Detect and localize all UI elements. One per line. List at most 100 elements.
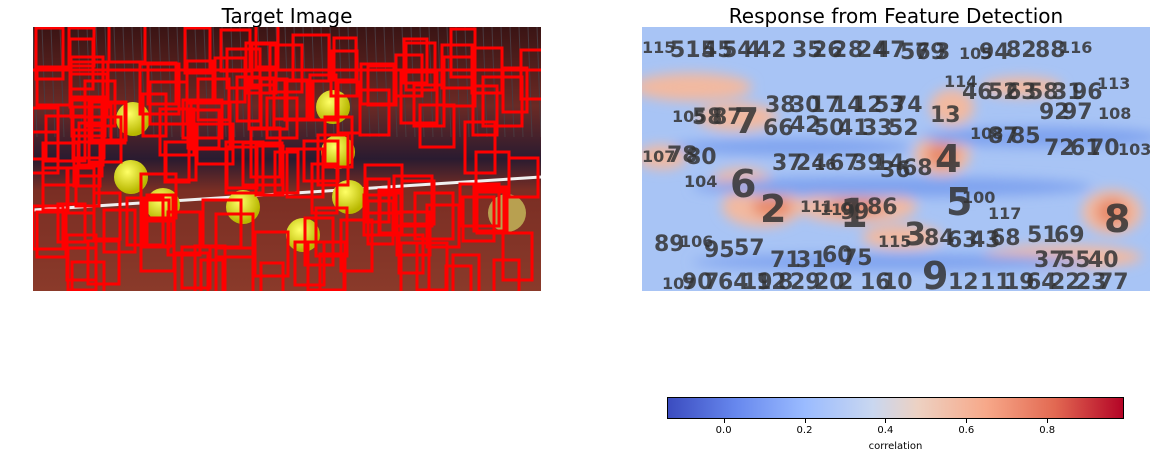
detection-index-label: 5 — [946, 180, 972, 224]
detection-index-label: 52 — [888, 116, 919, 141]
detection-box — [235, 75, 262, 123]
detection-box — [501, 231, 534, 282]
detection-index-label: 19 — [742, 270, 773, 291]
detection-index-label: 50 — [814, 116, 845, 141]
detection-box — [158, 107, 196, 157]
detection-index-label: 6 — [730, 162, 756, 206]
detection-index-label: 55 — [1060, 248, 1091, 273]
colorbar-label: correlation — [868, 441, 923, 452]
detection-index-label: 29 — [790, 270, 821, 291]
detection-box — [180, 245, 212, 290]
detection-index-label: 12 — [948, 270, 979, 291]
colorbar-tick-label: 0.4 — [877, 425, 894, 436]
detection-index-label: 2 — [832, 38, 847, 63]
detection-box — [224, 140, 265, 195]
tennis-ball-icon — [114, 160, 148, 194]
detection-index-label: 66 — [763, 116, 794, 141]
colorbar-tick-label: 0.8 — [1039, 425, 1056, 436]
detection-index-label: 105 — [959, 44, 992, 63]
detection-box — [399, 70, 439, 125]
detection-index-label: 90 — [682, 270, 713, 291]
detection-index-label: 89 — [654, 232, 685, 257]
detection-index-label: 70 — [1089, 136, 1120, 161]
detection-box — [189, 101, 232, 151]
detection-index-label: 63 — [1006, 80, 1037, 105]
detection-box — [201, 198, 243, 249]
detection-index-label: 52 — [988, 80, 1019, 105]
detection-index-label: 97 — [1062, 100, 1093, 125]
detection-index-label: 77 — [1098, 270, 1129, 291]
detection-box — [34, 27, 65, 81]
detection-index-label: 75 — [842, 246, 873, 271]
detection-box — [265, 96, 299, 140]
detection-index-label: 60 — [822, 243, 853, 268]
detection-index-label: 4 — [935, 137, 961, 181]
detection-index-label: 64 — [718, 270, 749, 291]
detection-index-label: 54 — [722, 38, 753, 63]
detection-box — [65, 166, 96, 215]
detection-box — [397, 233, 425, 275]
detection-index-label: 47 — [875, 38, 906, 63]
detection-box — [339, 218, 374, 273]
detection-index-label: 42 — [756, 38, 787, 63]
colorbar-ticks: 0.0 0.2 0.4 0.6 0.8 — [667, 419, 1124, 439]
detection-box — [254, 144, 285, 197]
detection-index-label: 24 — [857, 38, 888, 63]
detection-index-label: 105 — [672, 107, 705, 126]
detection-index-label: 107 — [662, 274, 695, 291]
colorbar-tick — [1047, 419, 1049, 423]
detection-index-label: 40 — [1088, 248, 1119, 273]
detection-index-label: 9 — [922, 254, 948, 291]
detection-box — [44, 114, 87, 163]
detection-index-label: 37 — [1034, 248, 1065, 273]
detection-box — [33, 204, 65, 251]
detection-index-label: 10 — [882, 270, 913, 291]
detection-index-label: 19 — [1004, 270, 1035, 291]
detection-box — [213, 56, 247, 104]
detection-index-label: 20 — [814, 270, 845, 291]
detection-box — [474, 150, 511, 194]
detection-box — [181, 98, 224, 140]
detection-box — [329, 49, 359, 98]
detection-index-label: 46 — [962, 80, 993, 105]
detection-box — [310, 162, 339, 215]
detection-index-label: 61 — [1070, 136, 1101, 161]
detection-index-label: 3 — [935, 40, 950, 65]
colorbar-tick-label: 0.6 — [958, 425, 975, 436]
detection-index-label: 39 — [852, 151, 883, 176]
detection-box — [399, 241, 431, 291]
detection-index-label: 113 — [1097, 74, 1130, 93]
colorbar-tick-label: 0.2 — [796, 425, 813, 436]
detection-box — [254, 27, 280, 69]
detection-box — [283, 79, 315, 122]
detection-index-label: 35 — [792, 38, 823, 63]
target-image-title: Target Image — [221, 4, 353, 28]
detection-box — [451, 253, 481, 291]
detection-box — [56, 202, 87, 244]
detection-index-label: 8 — [848, 38, 863, 63]
detection-box — [316, 133, 350, 187]
detection-index-label: 82 — [1006, 38, 1037, 63]
detection-index-label: 103 — [1118, 140, 1150, 159]
detection-box — [90, 100, 128, 142]
colorbar-tick — [804, 419, 806, 423]
detection-index-label: 51 — [1027, 223, 1058, 248]
detection-index-label: 30 — [790, 93, 821, 118]
detection-index-label: 3 — [904, 215, 926, 253]
detection-index-label: 84 — [924, 226, 955, 251]
detection-box — [35, 210, 68, 259]
detection-index-label: 67 — [829, 151, 860, 176]
detection-box — [146, 61, 178, 106]
detection-index-label: 37 — [772, 151, 803, 176]
detection-index-label: 106 — [680, 232, 713, 251]
detection-index-label: 7 — [704, 270, 719, 291]
detection-index-label: 114 — [944, 72, 977, 91]
detection-index-label: 31 — [796, 248, 827, 273]
detection-index-label: 108 — [1098, 104, 1131, 123]
target-image-panel — [33, 27, 541, 291]
detection-index-label: 87 — [712, 105, 743, 130]
detection-index-label: 7 — [734, 101, 759, 142]
detection-index-label: 78 — [667, 143, 698, 168]
detection-box — [214, 212, 255, 259]
detection-box — [66, 246, 98, 291]
